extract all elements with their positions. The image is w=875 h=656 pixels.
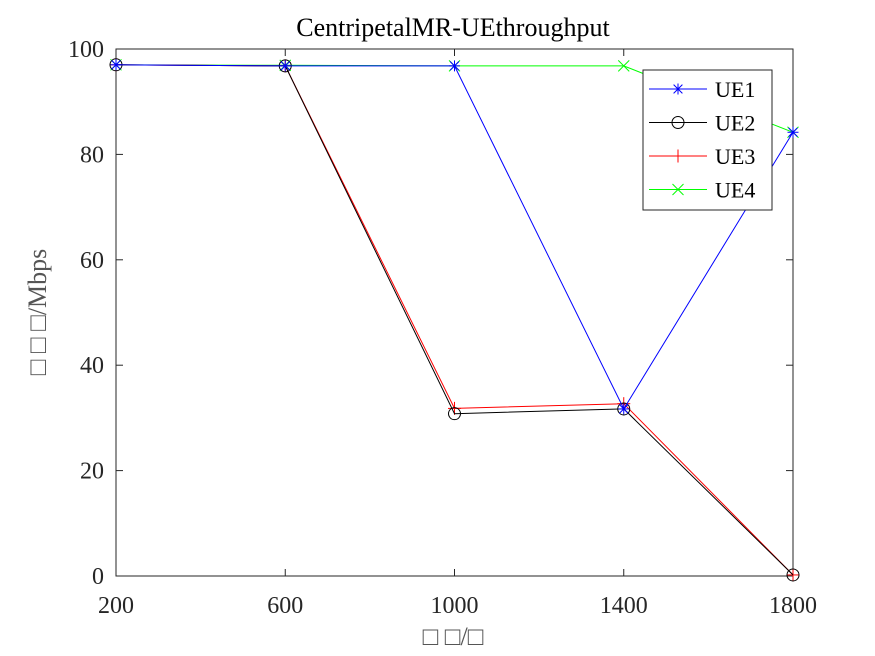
marker-stroke — [280, 61, 291, 71]
data-point — [110, 59, 122, 71]
series-ue1 — [110, 59, 799, 415]
y-axis-label: □ □ □/Mbps — [23, 249, 52, 376]
y-tick-label: 60 — [80, 248, 104, 274]
data-point — [448, 407, 461, 421]
legend-item-ue1: UE1 — [649, 77, 755, 102]
legend-item-ue2: UE2 — [649, 111, 755, 136]
marker-circle — [448, 407, 461, 421]
data-point — [617, 402, 631, 416]
marker-stroke — [617, 60, 630, 72]
marker-stroke — [449, 61, 460, 71]
marker-stroke — [618, 404, 629, 414]
legend: UE1 UE2 UE3 UE4 — [642, 69, 773, 211]
y-tick-label: 20 — [80, 459, 104, 485]
data-point — [618, 403, 630, 415]
data-point — [787, 126, 799, 138]
legend-label: UE2 — [715, 111, 755, 136]
legend-label: UE1 — [715, 77, 755, 102]
x-axis-label: □ □/□ — [423, 622, 484, 651]
legend-item-ue3: UE3 — [649, 144, 755, 169]
data-point — [279, 60, 291, 72]
chart-title: CentripetalMR-UEthroughput — [296, 13, 610, 42]
x-tick-label: 200 — [98, 593, 134, 619]
legend-label: UE4 — [715, 178, 755, 203]
x-tick-label: 1000 — [431, 593, 479, 619]
legend-item-ue4: UE4 — [649, 178, 755, 203]
legend-marker — [672, 183, 684, 196]
x-tick-label: 1400 — [600, 593, 648, 619]
marker-stroke — [673, 84, 683, 94]
marker-circle — [617, 402, 631, 416]
marker-circle — [786, 568, 800, 582]
y-tick-label: 40 — [80, 353, 104, 379]
marker-stroke — [111, 60, 121, 70]
x-tick-label: 600 — [267, 593, 303, 619]
legend-marker — [672, 83, 684, 95]
marker-stroke — [788, 127, 798, 138]
data-point — [786, 568, 800, 582]
y-tick-label: 100 — [68, 37, 104, 63]
axes: 200 600 1000 1400 1800 0 20 40 60 80 100 — [68, 37, 817, 619]
y-tick-label: 80 — [80, 142, 104, 168]
data-point — [617, 60, 630, 72]
legend-marker — [671, 116, 685, 129]
data-point — [449, 60, 460, 72]
marker-circle — [671, 116, 685, 129]
legend-marker — [671, 149, 685, 163]
x-tick-label: 1800 — [769, 593, 817, 619]
series-lines — [109, 58, 800, 582]
legend-label: UE3 — [715, 144, 755, 169]
data-point — [786, 568, 800, 582]
marker-stroke — [672, 183, 684, 196]
y-tick-label: 0 — [92, 564, 104, 590]
legend-box — [642, 69, 773, 211]
